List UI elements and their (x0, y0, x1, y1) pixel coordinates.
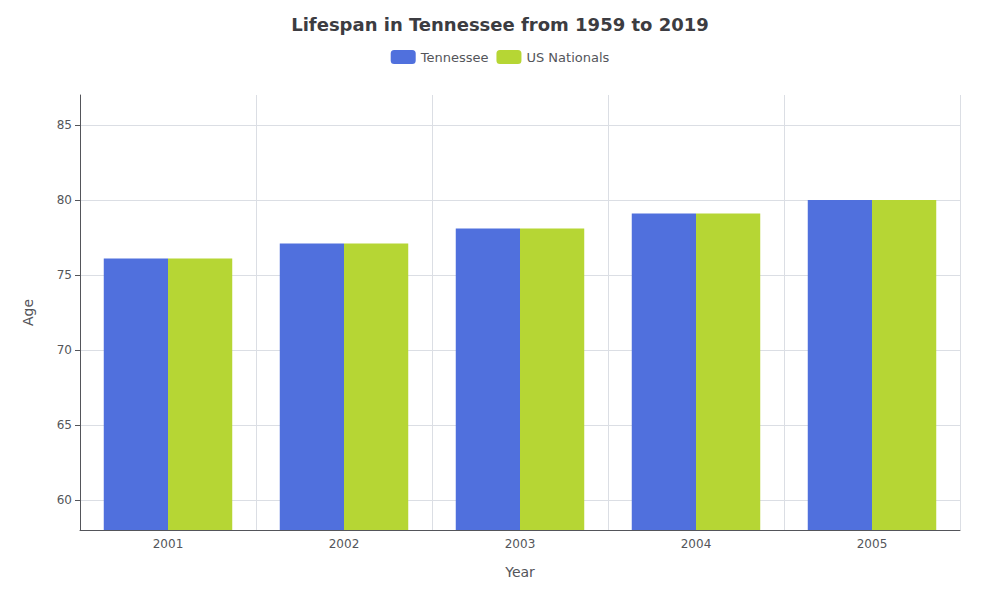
svg-text:60: 60 (57, 493, 72, 507)
svg-text:75: 75 (57, 268, 72, 282)
svg-text:2005: 2005 (857, 537, 888, 551)
svg-text:2003: 2003 (505, 537, 536, 551)
svg-text:Tennessee: Tennessee (420, 50, 489, 65)
svg-text:2001: 2001 (153, 537, 184, 551)
svg-text:2004: 2004 (681, 537, 712, 551)
svg-text:2002: 2002 (329, 537, 360, 551)
svg-text:65: 65 (57, 418, 72, 432)
svg-text:80: 80 (57, 193, 72, 207)
svg-text:Lifespan in Tennessee from 195: Lifespan in Tennessee from 1959 to 2019 (291, 14, 709, 35)
svg-text:Age: Age (20, 299, 36, 326)
svg-text:70: 70 (57, 343, 72, 357)
svg-text:Year: Year (504, 564, 535, 580)
svg-text:US Nationals: US Nationals (526, 50, 609, 65)
svg-text:85: 85 (57, 118, 72, 132)
